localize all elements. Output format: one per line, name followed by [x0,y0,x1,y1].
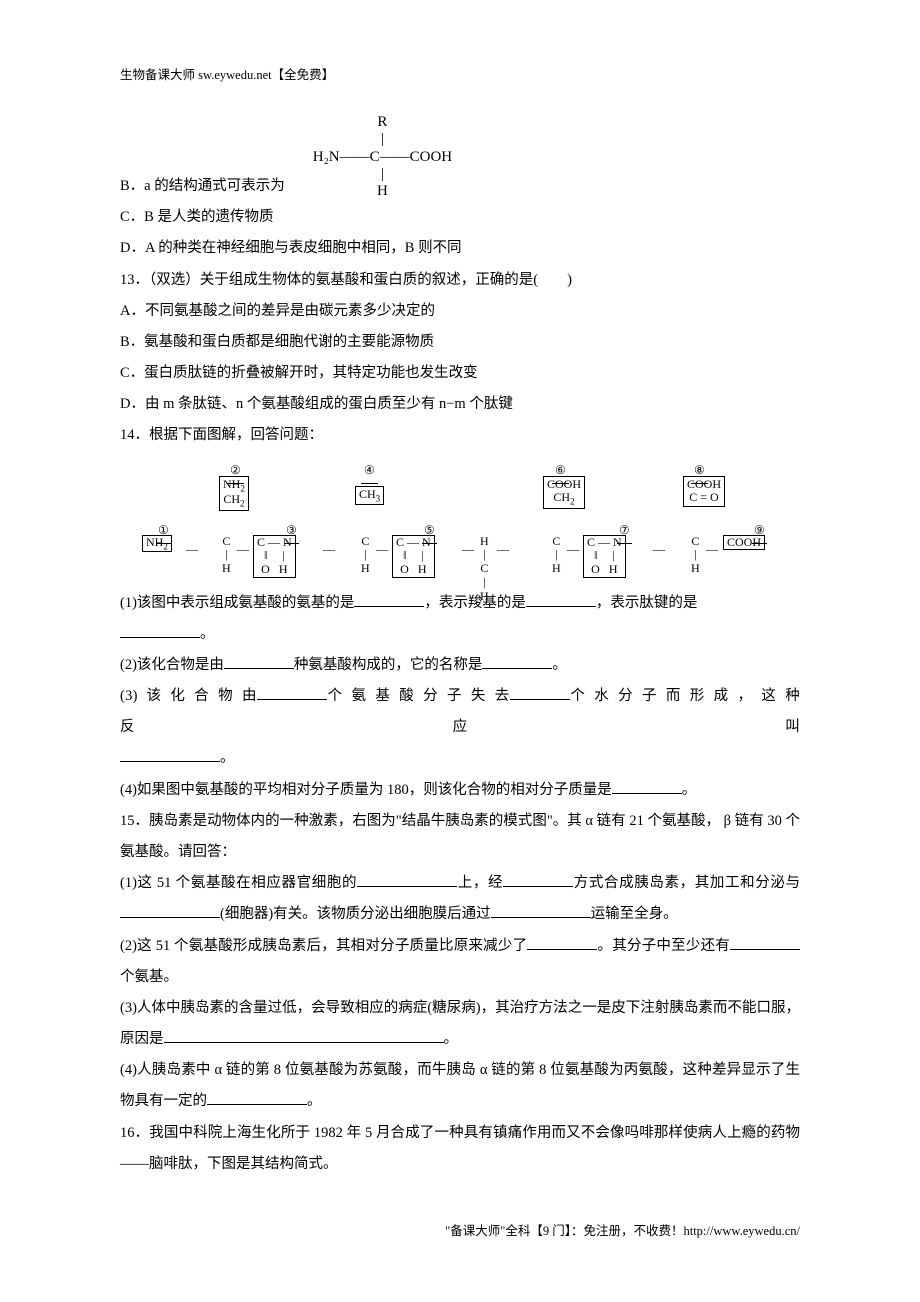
q15-1a: (1)这 51 个氨基酸在相应器官细胞的 [120,875,357,891]
formula-h: H [313,183,452,200]
q14-3: (3) 该 化 合 物 由个 氨 基 酸 分 子 失 去个 水 分 子 而 形 … [120,681,800,743]
q14-4b: 。 [682,782,697,798]
node-c4: C|H [552,535,561,576]
blank[interactable] [612,779,682,794]
page-header: 生物备课大师 sw.eywedu.net【全免费】 [120,62,334,89]
q15-1: (1)这 51 个氨基酸在相应器官细胞的 上，经 方式合成胰岛素，其加工和分泌与 (细… [120,868,800,930]
peptide-diagram: ② ④ ⑥ ⑧ NH2CH2 CH3 COOHCH2 COOHC = O ① ③… [120,458,800,584]
q15-2c: 个氨基。 [120,969,178,985]
bond: — [376,537,388,563]
bond: — [706,537,718,563]
q15-4: (4)人胰岛素中 α 链的第 8 位氨基酸为苏氨酸，而牛胰岛 α 链的第 8 位… [120,1055,800,1117]
q14-1: (1)该图中表示组成氨基酸的氨基的是 ，表示羧基的是 ，表示肽键的是 [120,588,800,619]
q16: 16．我国中科院上海生化所于 1982 年 5 月合成了一种具有镇痛作用而又不会… [120,1118,800,1180]
q15-1c: 方式合成胰岛素，其加工和分泌与 [573,875,800,891]
blank[interactable] [526,592,596,607]
node-cn1: C — N‖ |O H [253,535,296,578]
q13: 13．（双选）关于组成生物体的氨基酸和蛋白质的叙述，正确的是( ) [120,265,800,296]
blank[interactable] [510,686,570,701]
box-ch3: CH3 [355,486,384,506]
q14-3d: 。 [220,750,235,766]
bond: — [497,537,509,563]
node-cooh: COOH [723,535,765,551]
q15-1b: 上，经 [457,875,503,891]
q14-3a: (3) 该 化 合 物 由 [120,688,257,704]
bond: — [237,537,249,563]
bond: — [462,537,474,563]
q15-4b: 。 [307,1093,322,1109]
node-cn2: C — N‖ |O H [392,535,435,578]
q13-A: A．不同氨基酸之间的差异是由碳元素多少决定的 [120,296,800,327]
item-B: B．a 的结构通式可表示为 [120,171,285,202]
q14-2a: (2)该化合物是由 [120,657,224,673]
q14-1c: ，表示肽键的是 [596,595,698,611]
blank[interactable] [491,904,591,919]
q13-C: C．蛋白质肽链的折叠被解开时，其特定功能也发生改变 [120,358,800,389]
blank[interactable] [527,935,597,950]
q13-D: D．由 m 条肽链、n 个氨基酸组成的蛋白质至少有 n−m 个肽键 [120,389,800,420]
box-cooh-co: COOHC = O [683,476,725,508]
blank[interactable] [224,654,294,669]
blank[interactable] [120,904,220,919]
formula-r: R [313,114,452,131]
formula-main: H₂N——C——COOH [313,149,452,166]
node-c3-h: H|C|H [480,535,489,604]
q15-2a: (2)这 51 个氨基酸形成胰岛素后，其相对分子质量比原来减少了 [120,938,527,954]
item-D: D．A 的种类在神经细胞与表皮细胞中相同，B 则不同 [120,233,800,264]
item-C: C．B 是人类的遗传物质 [120,202,800,233]
q15-3: (3)人体中胰岛素的含量过低，会导致相应的病症(糖尿病)，其治疗方法之一是皮下注… [120,993,800,1055]
blank[interactable] [357,873,457,888]
q14-3b: 个 氨 基 酸 分 子 失 去 [327,688,510,704]
node-c5: C|H [691,535,700,576]
q14-4a: (4)如果图中氨基酸的平均相对分子质量为 180，则该化合物的相对分子质量是 [120,782,612,798]
node-c2: C|H [361,535,370,576]
q14-2c: 。 [552,657,567,673]
box-nh2-ch2: NH2CH2 [219,476,249,511]
blank[interactable] [503,873,573,888]
blank[interactable] [120,623,200,638]
blank[interactable] [257,686,327,701]
q14-1-cont: 。 [120,619,800,650]
node-c1: C|H [222,535,231,576]
q14-4: (4)如果图中氨基酸的平均相对分子质量为 180，则该化合物的相对分子质量是 。 [120,775,800,806]
q15-3b: 。 [444,1031,459,1047]
q15-2b: 。其分子中至少还有 [597,938,730,954]
formula-bond2: | [313,166,452,183]
q14-1d: 。 [200,626,215,642]
bond: — [323,537,335,563]
q14-2: (2)该化合物是由 种氨基酸构成的，它的名称是 。 [120,650,800,681]
blank[interactable] [482,654,552,669]
q15-1e: 运输至全身。 [591,906,678,922]
q13-B: B．氨基酸和蛋白质都是细胞代谢的主要能源物质 [120,327,800,358]
q14-1a: (1)该图中表示组成氨基酸的氨基的是 [120,595,354,611]
q15-2: (2)这 51 个氨基酸形成胰岛素后，其相对分子质量比原来减少了 。其分子中至少还… [120,931,800,993]
q14-2b: 种氨基酸构成的，它的名称是 [294,657,483,673]
q15: 15．胰岛素是动物体内的一种激素，右图为"结晶牛胰岛素的模式图"。其 α 链有 … [120,806,800,868]
box-cooh-ch2: COOHCH2 [543,476,585,510]
blank[interactable] [354,592,424,607]
q15-1d: (细胞器)有关。该物质分泌出细胞膜后通过 [220,906,491,922]
node-nh2: NH2 [142,535,172,553]
blank[interactable] [207,1091,307,1106]
blank[interactable] [164,1029,444,1044]
node-cn3: C — N‖ |O H [583,535,626,578]
bond: — [186,537,198,563]
blank[interactable] [730,935,800,950]
q14-1b: ，表示羧基的是 [424,595,526,611]
page-footer: "备课大师"全科【9 门】：免注册，不收费！http://www.eywedu.… [445,1218,800,1245]
blank[interactable] [120,748,220,763]
formula-bond1: | [313,131,452,148]
q14-3-cont: 。 [120,743,800,774]
q14: 14．根据下面图解，回答问题： [120,420,800,451]
amino-acid-formula: R | H₂N——C——COOH | H [313,114,452,200]
bond: — [653,537,665,563]
bond: — [567,537,579,563]
